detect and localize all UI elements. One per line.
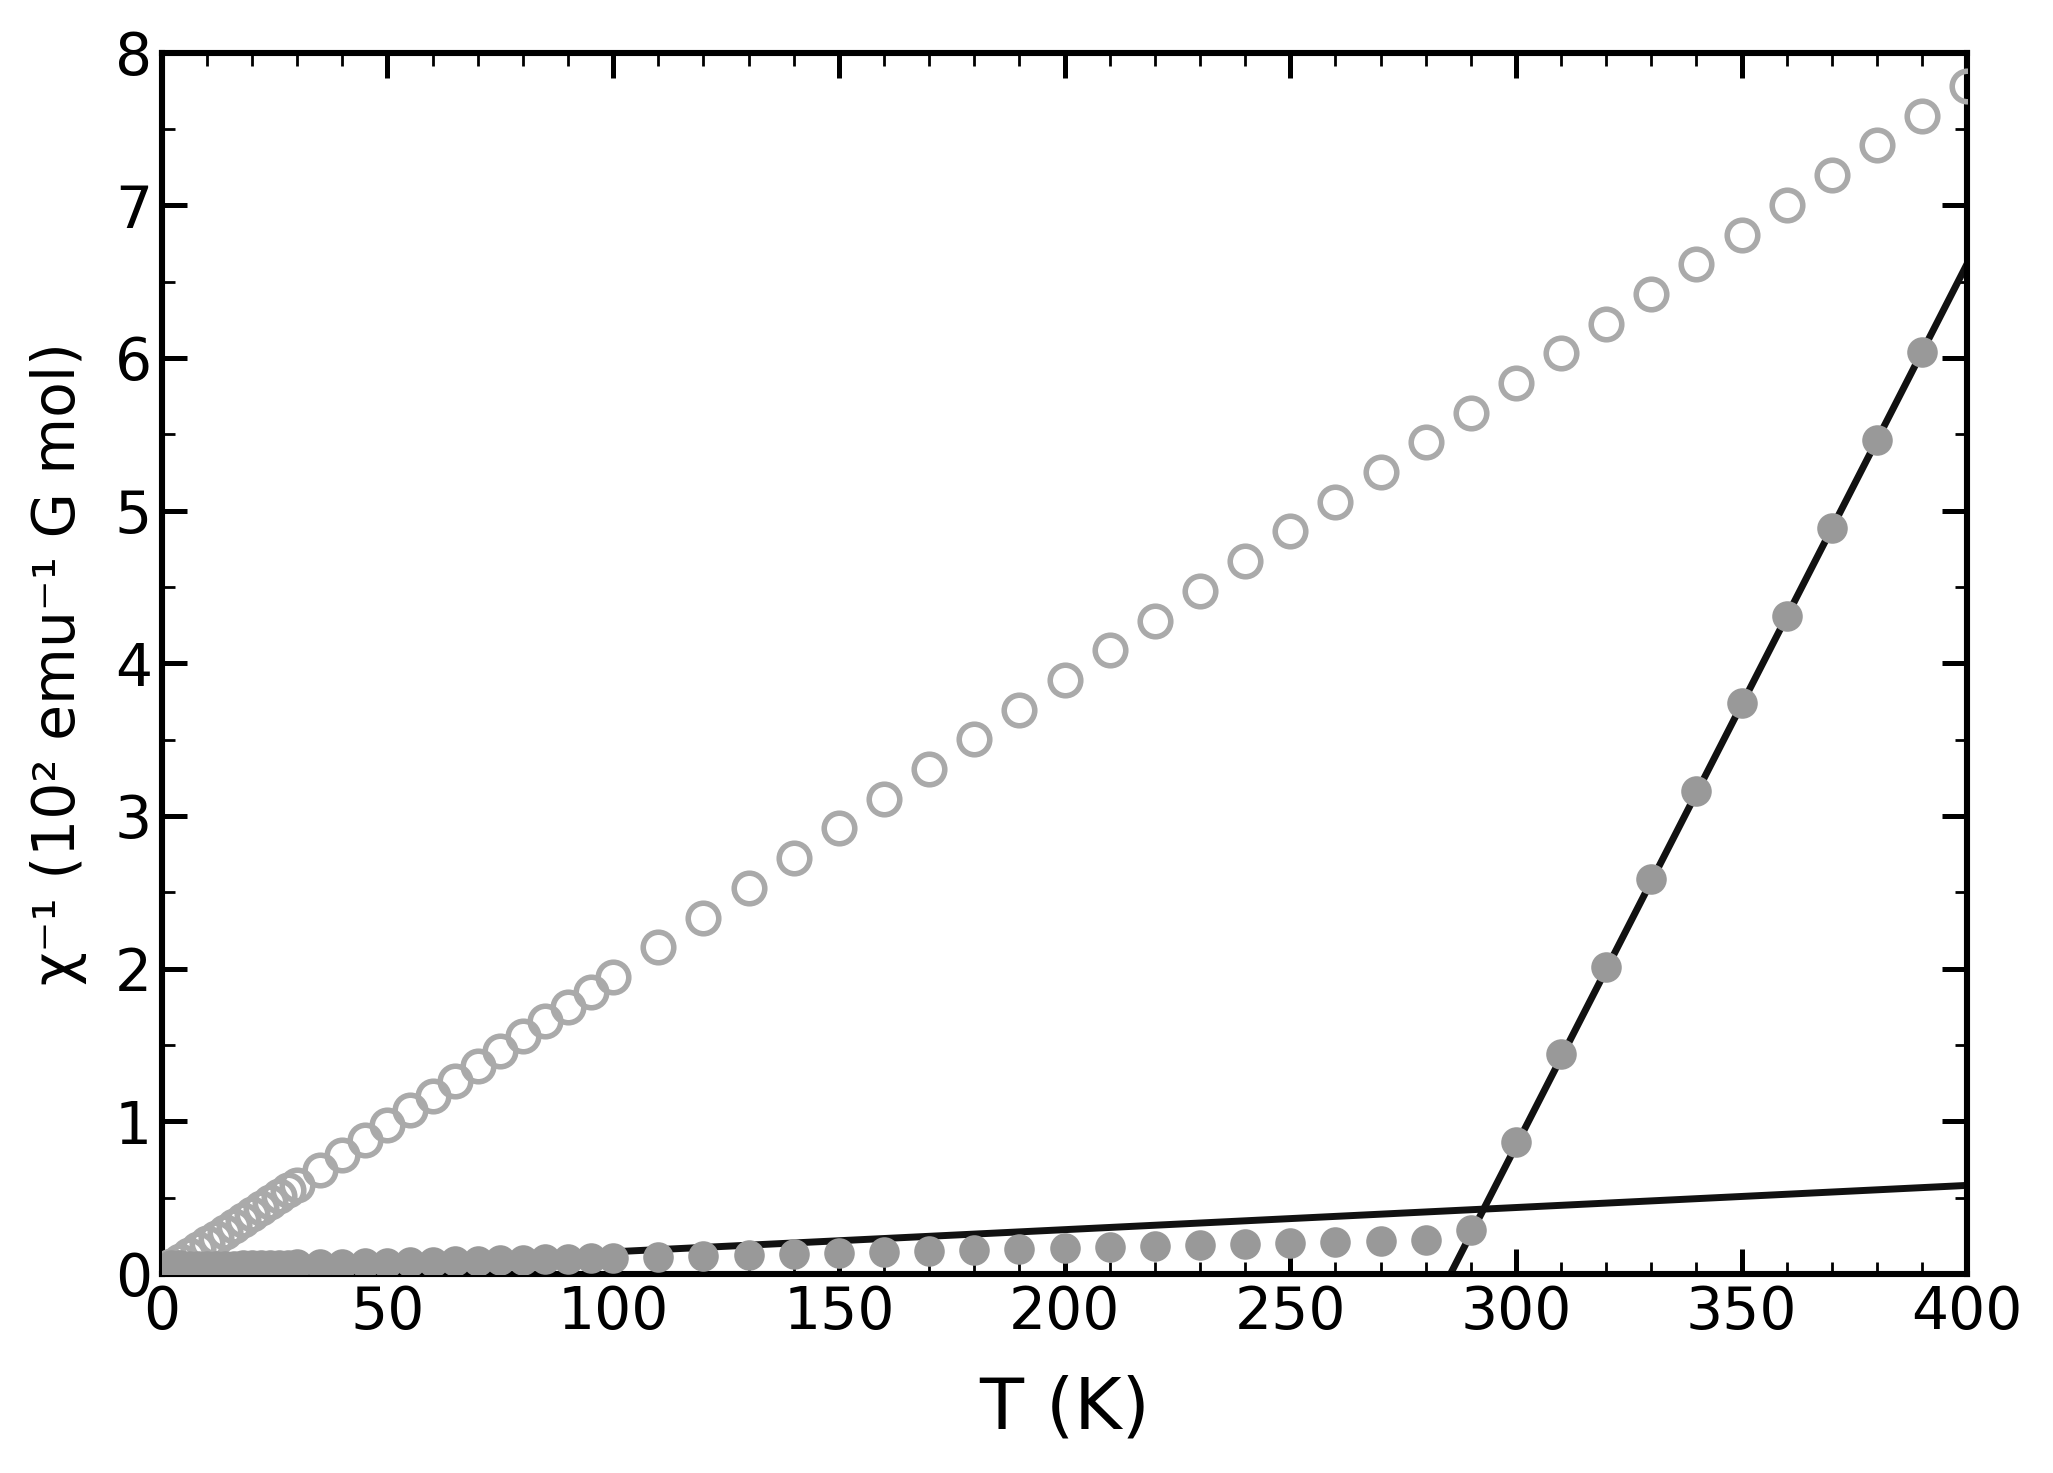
X-axis label: T (K): T (K) — [979, 1374, 1150, 1444]
Y-axis label: χ⁻¹ (10² emu⁻¹ G mol): χ⁻¹ (10² emu⁻¹ G mol) — [31, 342, 86, 984]
